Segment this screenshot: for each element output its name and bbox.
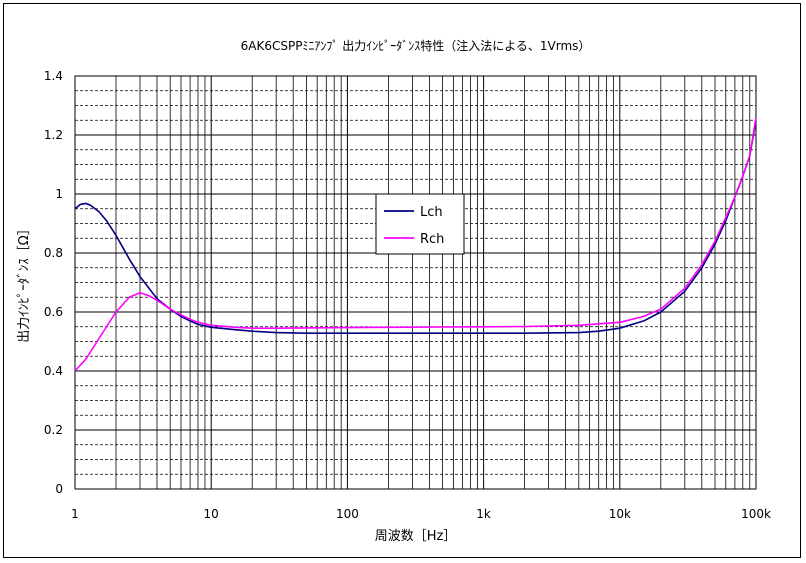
y-tick-label: 1 [55,187,63,201]
x-tick-label: 10 [204,507,219,521]
y-tick-label: 1.4 [44,69,63,83]
y-tick-label: 0.6 [44,305,63,319]
x-tick-label: 100k [741,507,771,521]
legend-box [375,193,465,255]
y-tick-label: 0.2 [44,423,63,437]
x-axis-label: 周波数［Hz］ [375,529,457,544]
y-tick-labels: 0 0.2 0.4 0.6 0.8 1 1.2 1.4 [44,69,63,496]
series-line-rch [74,117,757,372]
chart-svg: 6AK6CSPPﾐﾆｱﾝﾌﾟ 出力ｲﾝﾋﾟｰﾀﾞﾝｽ特性（注入法による、1Vrm… [17,38,771,544]
x-tick-labels: 1 10 100 1k 10k 100k [71,507,771,521]
plot-border [74,75,757,490]
y-tick-label: 1.2 [44,128,63,142]
series-line-lch [74,120,757,335]
chart-frame: 6AK6CSPPﾐﾆｱﾝﾌﾟ 出力ｲﾝﾋﾟｰﾀﾞﾝｽ特性（注入法による、1Vrm… [3,3,801,558]
x-tick-label: 1 [71,507,79,521]
x-tick-label: 10k [609,507,631,521]
x-tick-label: 100 [336,507,359,521]
legend: Lch Rch [375,193,465,255]
y-tick-label: 0.8 [44,246,63,260]
y-tick-label: 0.4 [44,364,63,378]
legend-label-lch: Lch [420,205,443,220]
legend-label-rch: Rch [420,232,444,247]
chart-title: 6AK6CSPPﾐﾆｱﾝﾌﾟ 出力ｲﾝﾋﾟｰﾀﾞﾝｽ特性（注入法による、1Vrm… [241,38,591,53]
y-axis-label: 出力ｲﾝﾋﾟｰﾀﾞﾝｽ［Ω］ [17,222,32,342]
y-tick-label: 0 [55,482,63,496]
series-lines [74,117,757,372]
x-tick-label: 1k [476,507,491,521]
